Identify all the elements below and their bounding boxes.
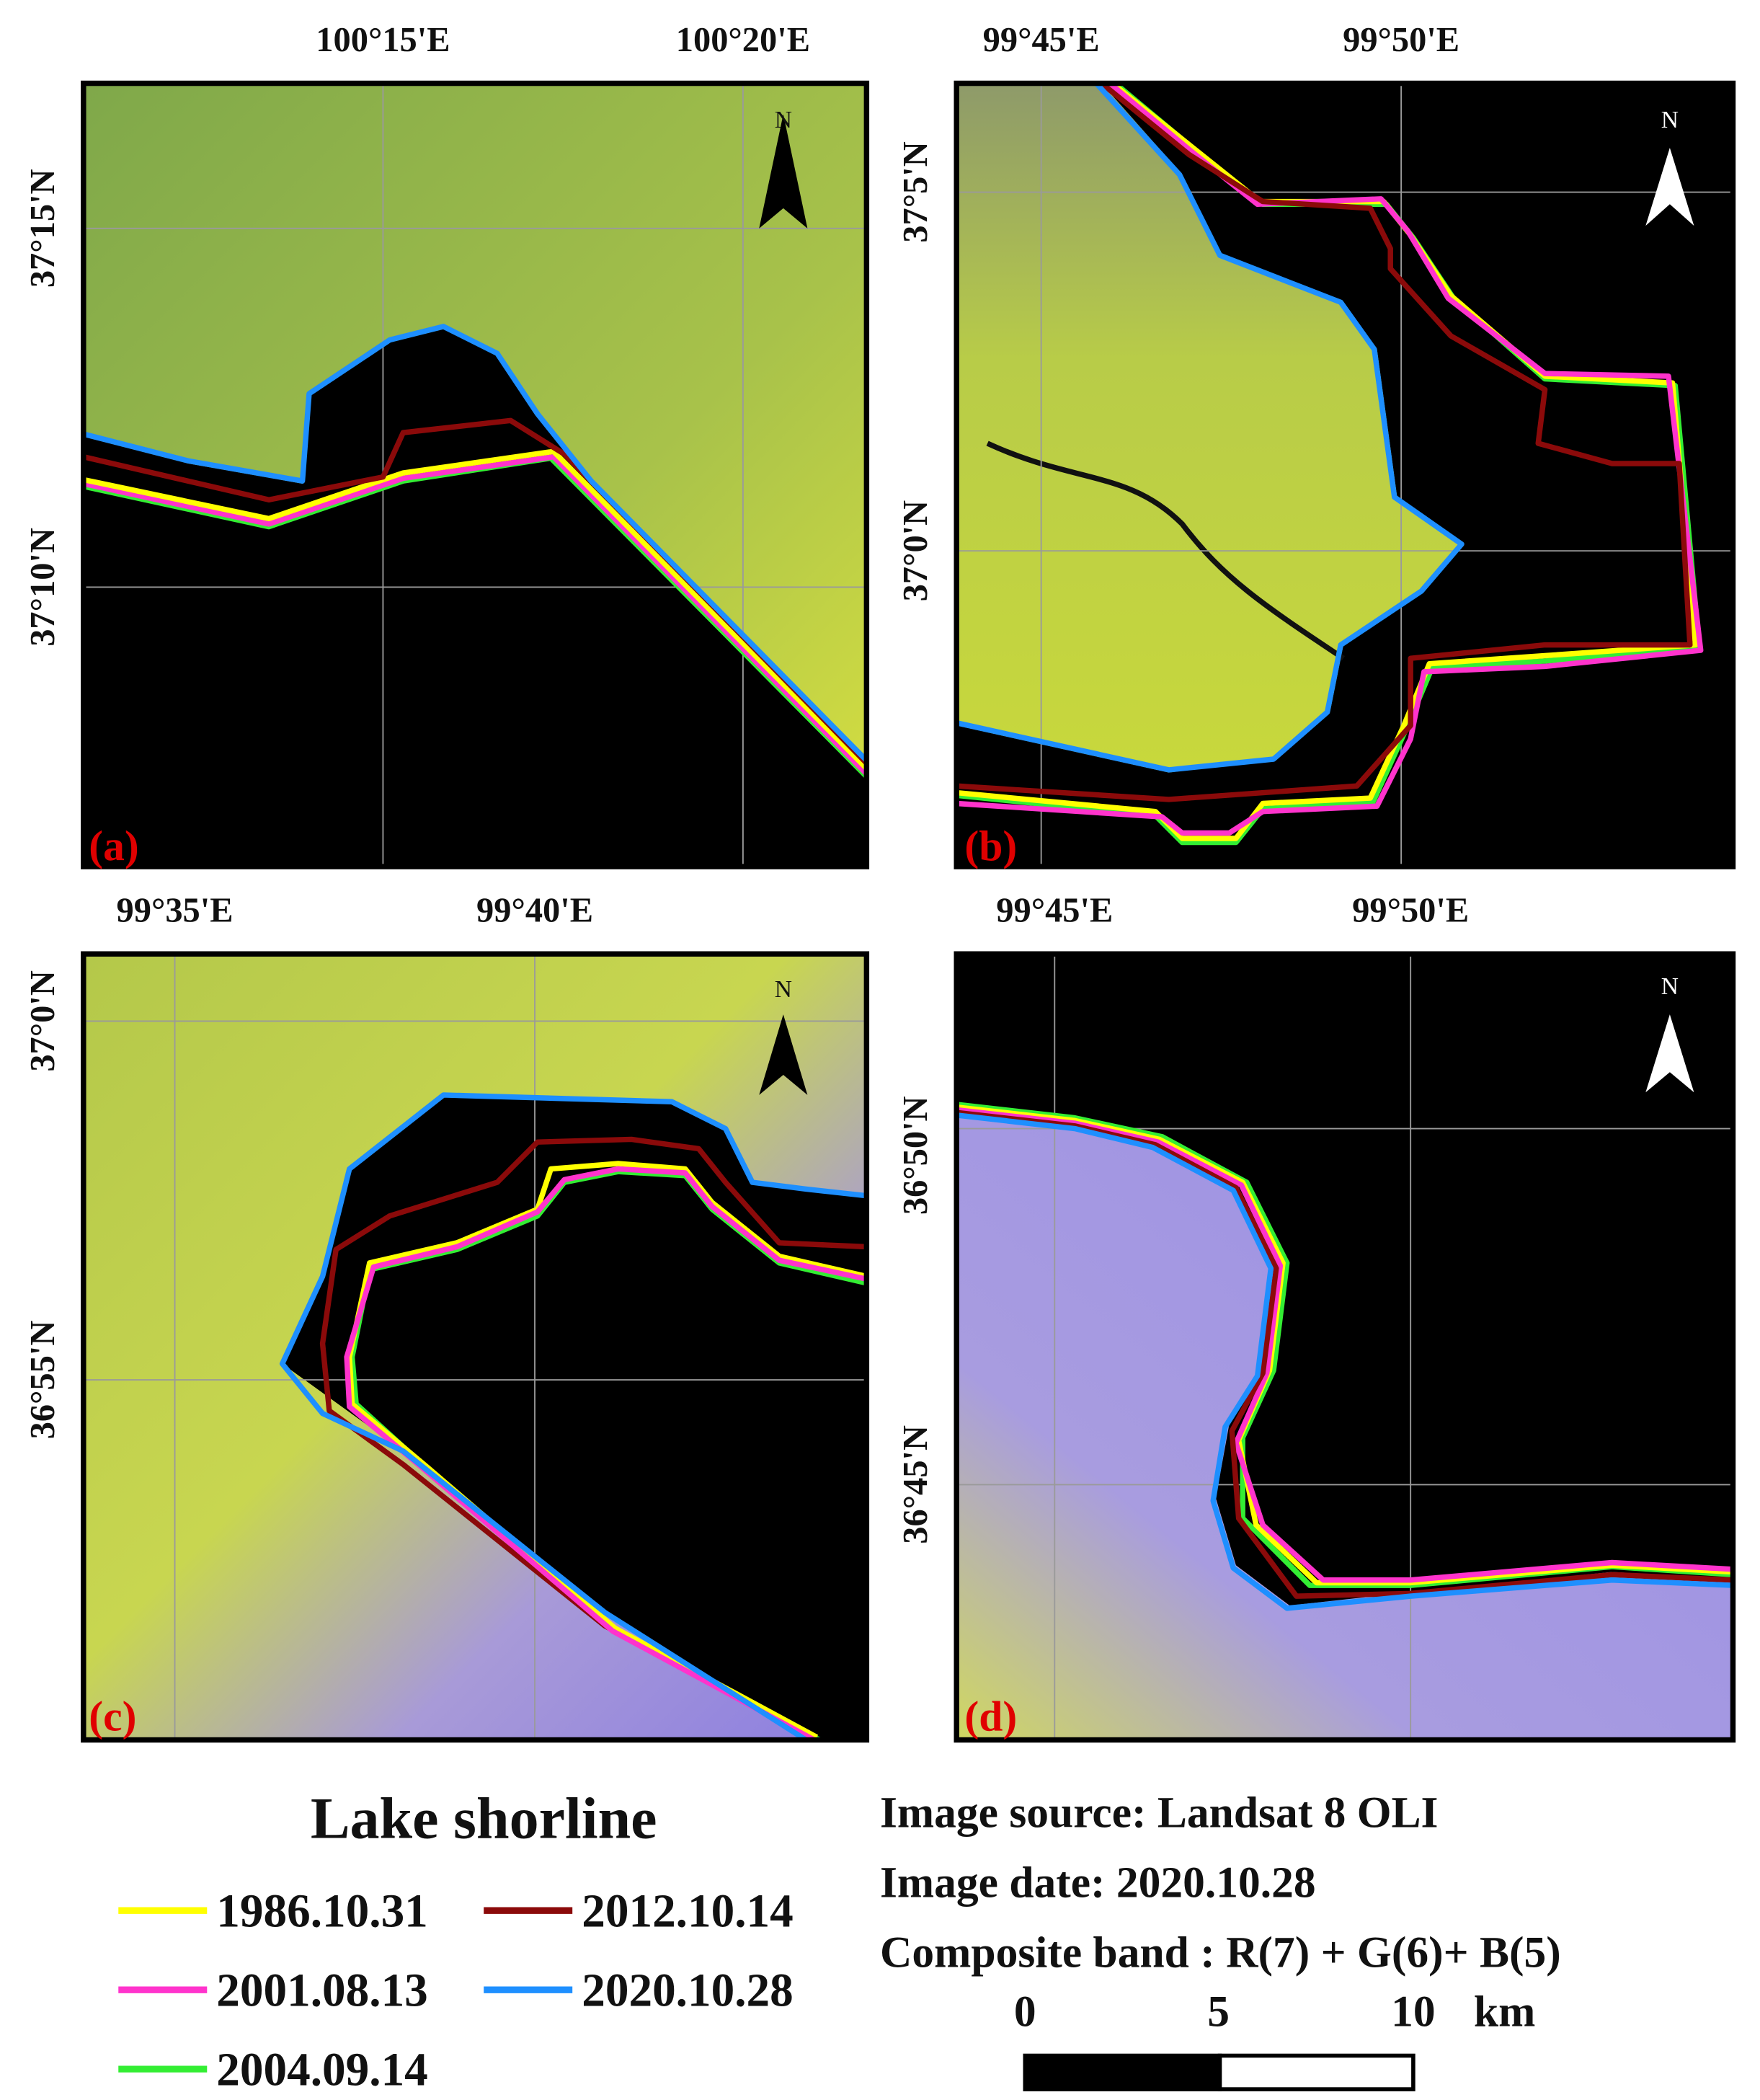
info-line: Image date: 2020.10.28 [880,1858,1316,1908]
scale-label: 5 [1207,1987,1230,2036]
shoreline [279,1092,867,1742]
panel-label: (d) [964,1692,1017,1740]
info-line: Composite band : R(7) + G(6)+ B(5) [880,1928,1561,1977]
y-coord-label: 37°0'N [24,970,62,1071]
x-coord-label: 100°20'E [676,21,810,59]
river [986,440,1346,661]
shoreline [83,448,869,771]
x-coord-label: 100°15'E [316,21,450,59]
lake [83,329,867,867]
y-coord-label: 37°15'N [24,169,62,288]
scale-segment [1023,2053,1222,2091]
shoreline [956,81,1704,836]
legend-label: 2004.09.14 [216,2044,427,2096]
x-coord-label: 99°45'E [983,21,1100,59]
y-coord-label: 37°0'N [897,500,935,601]
legend-label: 1986.10.31 [216,1886,427,1938]
scale-segment [1217,2053,1415,2091]
scale-label: 10 [1391,1987,1435,2036]
panel-label: (c) [89,1692,136,1740]
north-label: N [775,976,792,1003]
y-coord-label: 36°45'N [897,1425,935,1544]
y-coord-label: 36°50'N [897,1096,935,1215]
panel-b: N (b) 99°45'E 99°50'E 37°5'N 37°0'N [897,21,1736,869]
north-arrow [759,1014,808,1095]
image-info: Image source: Landsat 8 OLI Image date: … [880,1789,1561,1977]
panel-label: (a) [89,822,139,869]
panel-a: N (a) 100°15'E 100°20'E 37°15'N 37°10'N [24,21,870,869]
y-coord-label: 37°10'N [24,528,62,647]
shoreline [956,81,1693,802]
y-coord-label: 37°5'N [897,141,935,242]
shoreline [956,1107,1733,1583]
scale-bar: 0 5 10 km [1014,1987,1535,2091]
legend-label: 2001.08.13 [216,1965,427,2017]
north-arrow [1645,148,1694,226]
y-coord-label: 36°55'N [24,1321,62,1440]
x-coord-label: 99°45'E [996,892,1113,930]
x-coord-label: 99°50'E [1352,892,1469,930]
shoreline [82,417,869,766]
shoreline [956,81,1465,773]
x-coord-label: 99°35'E [117,892,234,930]
frame [954,80,1736,869]
panel-label: (b) [964,822,1017,869]
shoreline [319,1136,867,1736]
north-arrow [1645,1014,1694,1093]
north-arrow [759,114,808,229]
frame [954,951,1736,1743]
north-label: N [1661,973,1679,1000]
shoreline [956,1112,1733,1611]
north-label: N [1661,107,1679,133]
shoreline [82,324,869,763]
panel-d: N (d) 99°45'E 99°50'E 36°50'N 36°45'N [897,892,1736,1743]
legend-title: Lake shorline [311,1786,657,1851]
shoreline [956,1109,1733,1599]
legend: Lake shorline 1986.10.31 2001.08.13 2004.0… [118,1786,794,2096]
panel-c: N (c) 99°35'E 99°40'E 37°0'N 36°55'N [24,892,870,1743]
x-coord-label: 99°40'E [476,892,593,930]
frame [81,80,870,869]
x-coord-label: 99°50'E [1343,21,1459,59]
frame [81,951,870,1743]
shoreline [83,453,869,776]
north-label: N [775,107,792,133]
land [956,83,1465,773]
info-line: Image source: Landsat 8 OLI [880,1789,1439,1838]
legend-label: 2020.10.28 [582,1965,793,2017]
legend-label: 2012.10.14 [582,1886,793,1938]
scale-unit: km [1474,1987,1535,2036]
legend-entries: 1986.10.31 2001.08.13 2004.09.14 2012.10.14… [118,1886,794,2096]
scale-label: 0 [1014,1987,1036,2036]
